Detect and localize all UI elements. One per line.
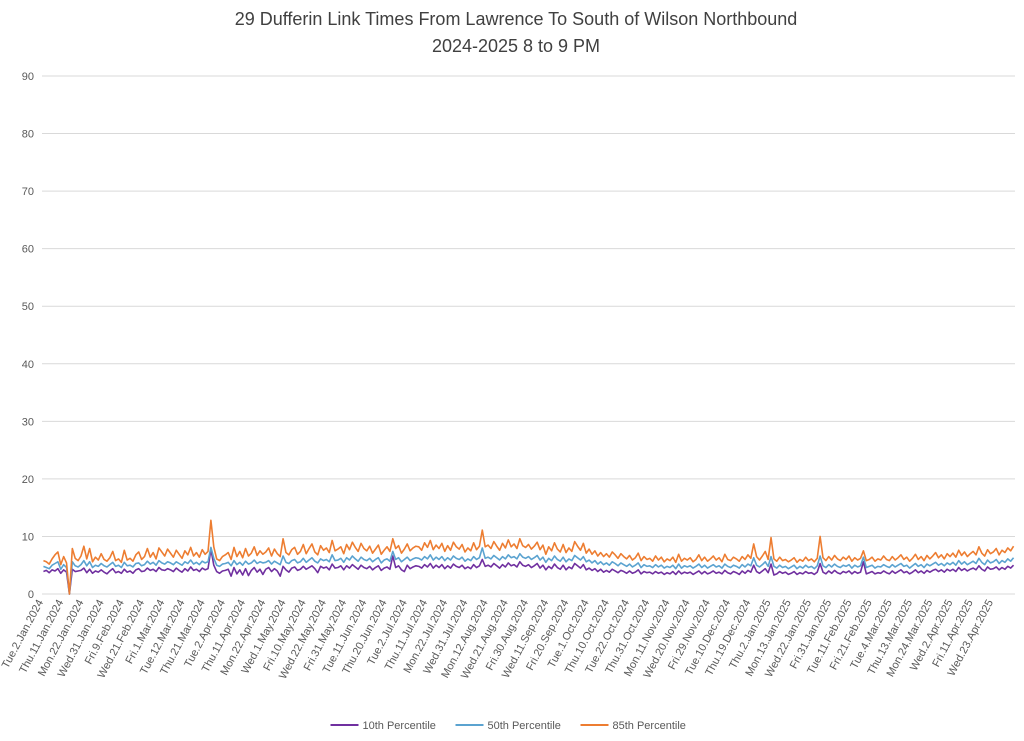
y-tick-label: 10 (22, 531, 34, 543)
y-tick-label: 80 (22, 129, 34, 141)
y-tick-label: 70 (22, 186, 34, 198)
chart-title: 29 Dufferin Link Times From Lawrence To … (235, 9, 798, 29)
series-line (43, 519, 1015, 595)
y-tick-label: 0 (28, 589, 34, 601)
legend-label: 10th Percentile (363, 720, 436, 732)
y-tick-label: 50 (22, 301, 34, 313)
legend-label: 50th Percentile (488, 720, 561, 732)
y-tick-label: 90 (22, 71, 34, 83)
chart-subtitle: 2024-2025 8 to 9 PM (432, 36, 600, 56)
y-tick-label: 20 (22, 474, 34, 486)
legend-label: 85th Percentile (613, 720, 686, 732)
y-tick-label: 60 (22, 244, 34, 256)
y-tick-label: 40 (22, 359, 34, 371)
series-line (43, 548, 1015, 595)
series-line (43, 546, 1015, 595)
y-tick-label: 30 (22, 416, 34, 428)
